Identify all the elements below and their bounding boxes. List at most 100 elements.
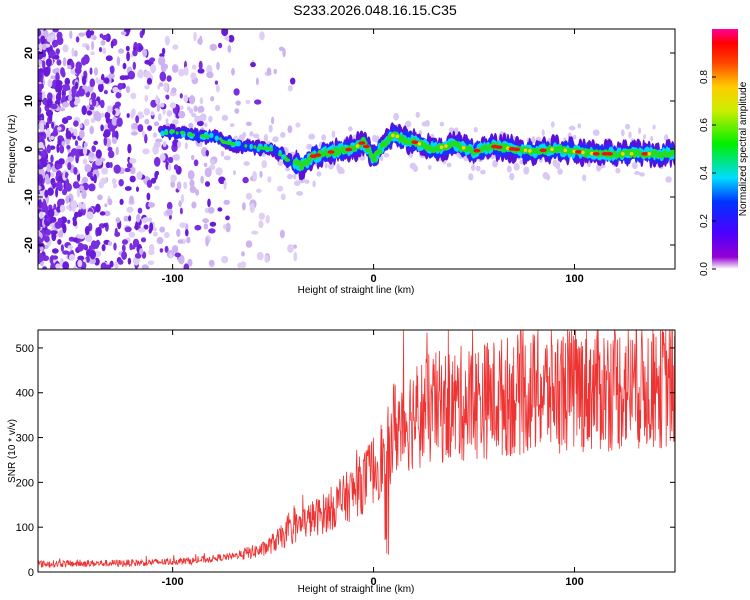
noise-blob [167, 156, 174, 164]
halo-blob [652, 124, 656, 130]
noise-blob [94, 67, 98, 76]
noise-blob [39, 246, 44, 252]
noise-blob [102, 131, 110, 138]
noise-blob [146, 179, 153, 188]
noise-blob [116, 56, 121, 67]
noise-blob [72, 135, 77, 140]
ridge-segment [278, 152, 283, 157]
noise-blob [47, 92, 53, 101]
y-tick-label: 0 [23, 146, 35, 152]
noise-blob [72, 219, 78, 227]
noise-blob [48, 204, 53, 210]
noise-blob [150, 63, 157, 74]
noise-blob [96, 226, 102, 236]
noise-blob [105, 161, 111, 169]
noise-blob [100, 99, 105, 109]
noise-blob [91, 40, 95, 51]
noise-blob [38, 141, 44, 152]
noise-blob [136, 186, 139, 192]
noise-blob [217, 207, 223, 212]
noise-blob [49, 50, 56, 58]
noise-blob [106, 105, 113, 114]
noise-blob [154, 185, 160, 190]
y-tick-label: -10 [23, 189, 35, 205]
noise-blob [114, 261, 119, 269]
noise-blob [113, 242, 117, 251]
noise-blob [205, 237, 209, 247]
noise-blob [59, 145, 65, 154]
colorbar-ticks: 0.0 0.2 0.4 0.6 0.8 [699, 70, 716, 276]
colorbar-tick-label: 0.0 [699, 262, 710, 276]
noise-blob [142, 48, 148, 58]
halo-blob [177, 140, 182, 149]
ridge-peak [358, 141, 366, 145]
noise-blob [86, 211, 94, 220]
noise-blob [143, 224, 149, 230]
noise-blob [159, 248, 164, 253]
halo-blob [157, 113, 162, 121]
noise-blob [100, 112, 105, 118]
halo-blob [572, 134, 577, 140]
noise-blob [81, 189, 87, 200]
noise-blob [173, 164, 179, 171]
noise-blob [62, 84, 68, 92]
noise-blob [258, 220, 264, 229]
noise-blob [77, 259, 83, 268]
noise-blob [159, 153, 166, 162]
noise-blob [105, 115, 110, 124]
noise-blob [92, 35, 97, 41]
noise-blob [130, 110, 135, 119]
halo-blob [304, 179, 310, 184]
figure-title: S233.2026.048.16.15.C35 [293, 2, 457, 18]
noise-blob [179, 222, 187, 228]
noise-blob [171, 245, 179, 254]
noise-blob [148, 244, 155, 253]
noise-blob [102, 47, 107, 55]
halo-blob [188, 108, 194, 114]
noise-blob [163, 82, 168, 92]
noise-blob [176, 228, 181, 237]
noise-blob [112, 86, 119, 93]
x-tick-label: -100 [162, 576, 184, 588]
noise-blob [196, 120, 204, 127]
noise-blob [215, 84, 220, 93]
noise-blob [265, 214, 270, 224]
halo-blob [546, 173, 550, 181]
halo-blob [173, 153, 180, 161]
noise-blob [233, 88, 240, 96]
noise-blob [120, 31, 127, 36]
noise-blob [155, 138, 163, 143]
noise-blob [109, 162, 113, 168]
noise-blob [227, 45, 232, 53]
ridge-segment [179, 130, 186, 135]
halo-blob [184, 142, 188, 150]
ridge-segment [269, 147, 274, 152]
noise-blob [156, 103, 161, 112]
noise-blob [95, 112, 102, 122]
noise-blob [73, 167, 78, 175]
noise-blob [287, 244, 294, 253]
noise-blob [67, 219, 71, 224]
halo-blob [210, 158, 215, 166]
y-tick-label: 300 [16, 433, 34, 445]
noise-blob [73, 50, 78, 57]
noise-blob [55, 187, 59, 198]
noise-blob [39, 42, 43, 52]
noise-blob [44, 173, 50, 182]
halo-blob [639, 172, 645, 177]
noise-blob [72, 237, 79, 243]
noise-blob [273, 68, 277, 75]
noise-blob [56, 59, 62, 66]
ridge-segment [672, 148, 675, 156]
ridge-segment [265, 146, 270, 151]
y-tick-label: 200 [16, 477, 34, 489]
noise-blob [40, 156, 47, 165]
snr-x-ticks: -100 0 100 [162, 330, 584, 588]
noise-blob [126, 29, 131, 34]
y-tick-label: 400 [16, 388, 34, 400]
noise-blob [178, 254, 185, 265]
ridge-segment [209, 132, 214, 139]
noise-blob [66, 84, 70, 91]
halo-blob [513, 163, 520, 171]
noise-blob [42, 266, 47, 269]
